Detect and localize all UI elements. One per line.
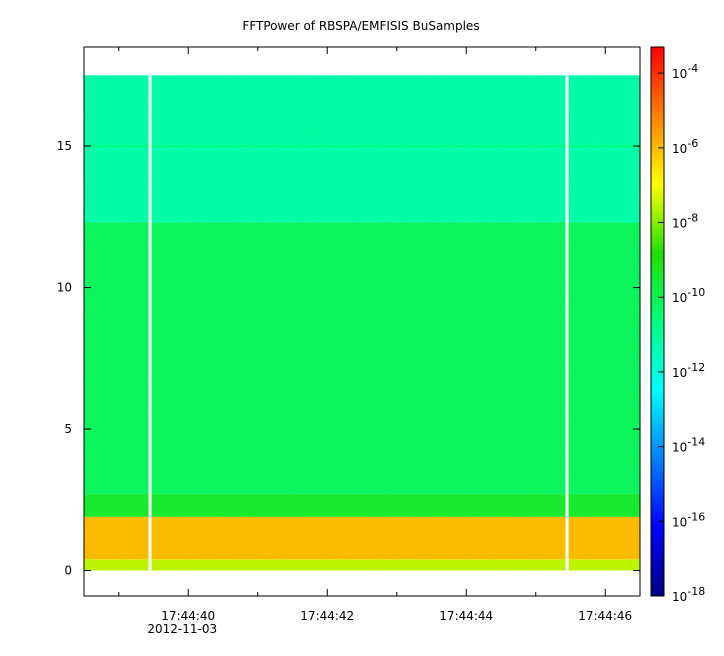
colorbar: 10-4 10-6 10-8 10-10 10-12 10-14 10-16 10-18 bbox=[650, 46, 705, 604]
data-gap-0 bbox=[148, 74, 152, 572]
y-tick-label-15: 15 bbox=[57, 139, 72, 153]
x-tick-label-2: 17:44:44 bbox=[439, 609, 493, 623]
colorbar-tick-label-7: 10-18 bbox=[672, 585, 705, 604]
colorbar-frame bbox=[650, 46, 665, 597]
spectrogram-texture bbox=[84, 75, 640, 571]
x-tick-sublabel-0: 2012-11-03 bbox=[147, 622, 217, 636]
colorbar-tick-label-5: 10-14 bbox=[672, 436, 705, 455]
colorbar-tick-label-1: 10-6 bbox=[672, 137, 698, 156]
x-tick-label-1: 17:44:42 bbox=[300, 609, 354, 623]
plot-frame bbox=[83, 46, 641, 597]
spectral-line-0 bbox=[84, 145, 640, 148]
x-tick-label-0: 17:44:40 bbox=[161, 609, 215, 623]
data-gap-1 bbox=[565, 74, 569, 572]
y-tick-label-0: 0 bbox=[64, 564, 72, 578]
y-tick-label-5: 5 bbox=[64, 422, 72, 436]
colorbar-tick-label-4: 10-12 bbox=[672, 361, 705, 380]
colorbar-tick-label-2: 10-8 bbox=[672, 212, 698, 231]
colorbar-tick-label-3: 10-10 bbox=[672, 286, 705, 305]
colorbar-tick-label-6: 10-16 bbox=[672, 510, 705, 529]
y-tick-label-10: 10 bbox=[57, 281, 72, 295]
x-tick-label-3: 17:44:46 bbox=[578, 609, 632, 623]
colorbar-tick-label-0: 10-4 bbox=[672, 62, 698, 81]
chart-title: FFTPower of RBSPA/EMFISIS BuSamples bbox=[242, 19, 479, 33]
colorbar-gradient bbox=[651, 47, 664, 596]
